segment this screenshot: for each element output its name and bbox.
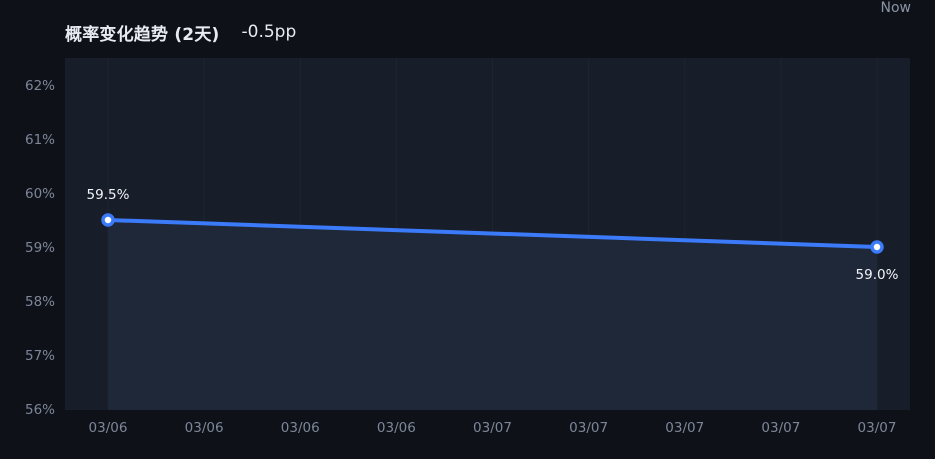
y-axis-tick-label: 61%: [25, 132, 55, 148]
x-axis-tick-label: 03/06: [281, 420, 320, 436]
x-axis-tick-label: 03/07: [761, 420, 800, 436]
now-label: Now: [880, 0, 912, 16]
chart-title: 概率变化趋势 (2天): [65, 24, 220, 45]
x-axis-tick-label: 03/07: [569, 420, 608, 436]
data-point-label: 59.0%: [856, 267, 899, 283]
series-line: [106, 218, 879, 249]
series-area-fill: [108, 220, 877, 410]
data-point: [870, 240, 884, 254]
chart-header: 概率变化趋势 (2天) -0.5pp: [65, 18, 915, 46]
x-axis-tick-label: 03/07: [473, 420, 512, 436]
x-axis-tick-label: 03/06: [89, 420, 128, 436]
x-axis-tick-label: 03/07: [665, 420, 704, 436]
y-axis-tick-label: 59%: [25, 240, 55, 256]
y-axis-tick-label: 57%: [25, 348, 55, 364]
x-axis-tick-label: 03/06: [377, 420, 416, 436]
y-axis-tick-label: 60%: [25, 186, 55, 202]
x-axis-tick-label: 03/07: [858, 420, 897, 436]
x-axis-tick-label: 03/06: [185, 420, 224, 436]
y-axis-tick-label: 62%: [25, 78, 55, 94]
delta-value: -0.5pp: [241, 22, 297, 42]
y-axis-tick-label: 58%: [25, 294, 55, 310]
data-point-label: 59.5%: [87, 187, 130, 203]
data-point: [101, 213, 115, 227]
y-axis-tick-label: 56%: [25, 402, 55, 418]
